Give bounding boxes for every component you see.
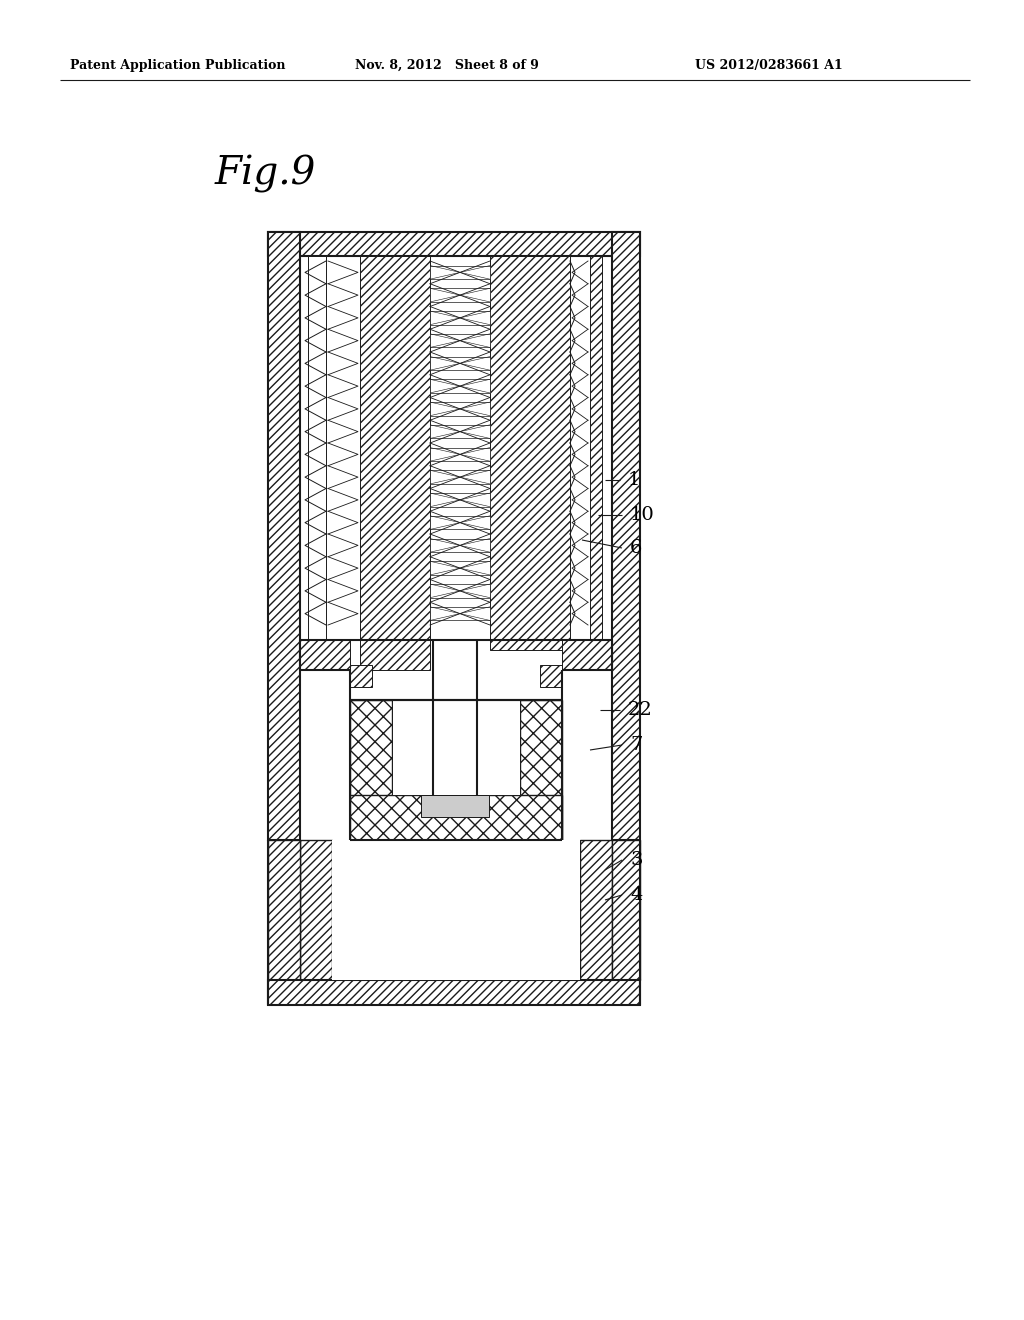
Bar [430,356,490,370]
Text: Patent Application Publication: Patent Application Publication [70,58,286,71]
Bar [612,840,640,979]
Bar [490,256,570,649]
Text: 3: 3 [630,851,642,869]
Bar [430,265,490,280]
Bar [430,539,490,552]
Bar [430,583,490,598]
Text: 6: 6 [630,539,642,557]
Text: Nov. 8, 2012   Sheet 8 of 9: Nov. 8, 2012 Sheet 8 of 9 [355,58,539,71]
Bar [308,256,326,649]
Bar [430,334,490,347]
Bar [430,447,490,461]
Text: 4: 4 [630,886,642,904]
Bar [430,494,490,507]
Bar [350,700,392,840]
Bar [430,403,490,416]
Text: 7: 7 [630,737,642,754]
Bar [430,516,490,529]
Bar [562,640,612,671]
Bar [332,840,580,979]
Text: 1: 1 [628,471,640,488]
Bar [268,232,640,256]
Bar [392,700,520,795]
Bar [350,665,372,686]
Bar [268,840,300,979]
Bar [430,607,490,620]
Bar [580,840,612,979]
Bar [520,700,562,840]
Text: Fig.9: Fig.9 [215,154,316,193]
Bar [421,795,489,817]
Bar [430,312,490,325]
Bar [612,232,640,840]
Bar [540,665,562,686]
Bar [430,288,490,302]
Bar [360,256,430,671]
Bar [430,470,490,484]
Bar [350,795,562,840]
Bar [268,979,640,1005]
Bar [268,232,300,840]
Bar [300,640,350,671]
Text: US 2012/0283661 A1: US 2012/0283661 A1 [695,58,843,71]
Bar [430,379,490,393]
Bar [430,561,490,576]
Bar [300,840,332,979]
Text: 22: 22 [628,701,652,719]
Bar [430,425,490,438]
Text: 10: 10 [630,506,654,524]
Bar [590,256,602,640]
